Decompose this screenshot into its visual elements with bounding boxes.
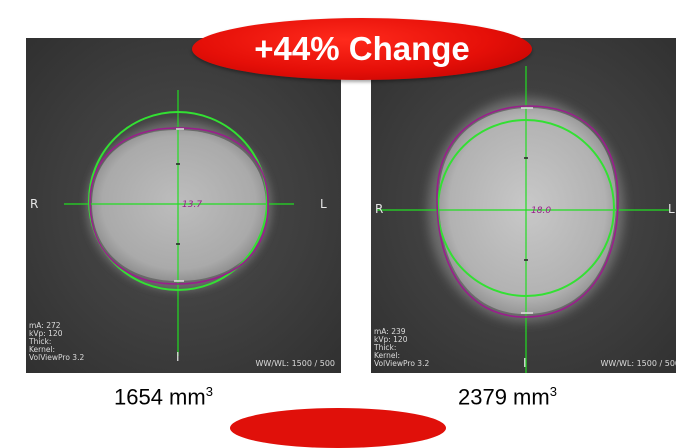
nodule-body — [92, 130, 266, 281]
meta-kvp: kVp: 120 — [29, 329, 63, 338]
change-banner: +44% Change — [192, 18, 532, 80]
volume-right-value: 2379 mm — [458, 384, 550, 410]
label-inferior: I — [523, 356, 527, 370]
meta-ma: mA: 272 — [29, 321, 61, 330]
segmentation-contour — [89, 127, 269, 285]
meta-thick: Thick: — [374, 343, 397, 352]
volume-right: 2379 mm3 — [458, 384, 557, 410]
label-left: L — [668, 202, 675, 216]
meta-software: VolViewPro 3.2 — [29, 353, 85, 362]
banner-oval — [192, 18, 532, 80]
meta-kvp: kVp: 120 — [374, 335, 408, 344]
label-right: R — [30, 197, 39, 211]
volume-right-exponent: 3 — [549, 384, 557, 399]
scan-right-overlay — [377, 66, 669, 373]
scan-metadata: mA: 239 kVp: 120 Thick: Kernel: VolViewP… — [374, 328, 429, 368]
nodule-body — [439, 108, 616, 315]
ct-scan-left: R L I 13.7 mA: 272 kVp: 120 Thick: Kerne… — [26, 38, 341, 373]
ct-scan-right: R L I 18.0 mA: 239 kVp: 120 Thick: Kerne… — [371, 38, 676, 373]
meta-kernel: Kernel: — [374, 351, 401, 360]
window-level: WW/WL: 1500 / 500 — [600, 359, 676, 368]
volume-left-value: 1654 mm — [114, 384, 206, 410]
window-level: WW/WL: 1500 / 500 — [255, 359, 335, 368]
volume-left: 1654 mm3 — [114, 384, 213, 410]
banner-text: +44% Change — [254, 30, 470, 67]
label-right: R — [375, 202, 384, 216]
scan-left-overlay — [64, 90, 294, 356]
segmentation-contour — [436, 105, 619, 318]
meta-software: VolViewPro 3.2 — [374, 359, 430, 368]
label-left: L — [320, 197, 327, 211]
label-inferior: I — [176, 350, 180, 364]
meta-ma: mA: 239 — [374, 327, 406, 336]
meta-thick: Thick: — [29, 337, 52, 346]
meta-kernel: Kernel: — [29, 345, 56, 354]
scan-metadata: mA: 272 kVp: 120 Thick: Kernel: VolViewP… — [29, 322, 84, 362]
fit-circle — [88, 111, 268, 291]
diameter-measurement: 18.0 — [531, 206, 552, 216]
bottom-oval-partial — [230, 408, 446, 448]
diameter-measurement: 13.7 — [182, 200, 203, 210]
volume-left-exponent: 3 — [205, 384, 213, 399]
